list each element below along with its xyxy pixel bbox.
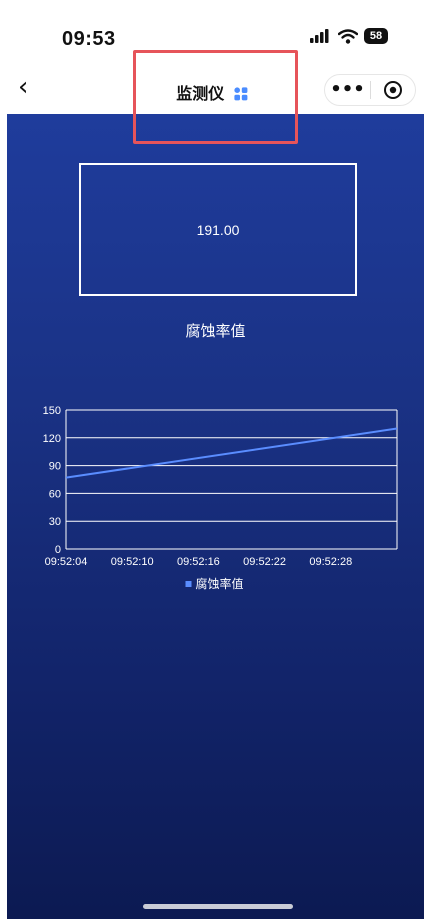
home-indicator bbox=[143, 904, 293, 909]
signal-icon bbox=[310, 29, 329, 43]
y-tick-label: 120 bbox=[43, 433, 61, 445]
chevron-left-icon[interactable]: ‹ bbox=[18, 72, 29, 102]
y-tick-label: 30 bbox=[49, 516, 61, 528]
x-tick-label: 09:52:22 bbox=[243, 556, 286, 568]
reading-value: 191.00 bbox=[196, 221, 240, 238]
reading-box: 191.00 bbox=[79, 163, 357, 296]
wifi-icon bbox=[338, 28, 358, 44]
legend-label: 腐蚀率值 bbox=[196, 576, 244, 591]
series-line bbox=[65, 427, 398, 479]
app-grid-icon bbox=[234, 87, 248, 101]
x-tick-label: 09:52:16 bbox=[177, 556, 220, 568]
monitor-panel: 191.00 腐蚀率值 0 30 60 90 120 150 09:52:04 09:52:1… bbox=[7, 114, 424, 919]
mini-program-capsule: ••• bbox=[324, 74, 416, 106]
status-icons: 58 bbox=[310, 28, 388, 44]
y-tick-label: 150 bbox=[43, 405, 61, 417]
battery-icon: 58 bbox=[364, 28, 388, 44]
corrosion-rate-chart: 0 30 60 90 120 150 09:52:04 09:52:10 09:52:16 09:… bbox=[43, 405, 398, 591]
y-tick-label: 0 bbox=[55, 544, 61, 556]
nav-bar: ‹ 监测仪 ••• bbox=[0, 62, 424, 114]
more-icon[interactable]: ••• bbox=[330, 79, 365, 100]
legend-swatch bbox=[185, 581, 192, 587]
page-title-text: 监测仪 bbox=[176, 84, 225, 103]
x-tick-label: 09:52:28 bbox=[309, 556, 352, 568]
title-highlight-box bbox=[133, 50, 298, 144]
reading-label: 腐蚀率值 bbox=[185, 322, 246, 340]
capsule-divider bbox=[370, 81, 371, 99]
close-target-icon[interactable] bbox=[371, 80, 415, 100]
y-tick-label: 90 bbox=[49, 461, 61, 473]
page-title: 监测仪 bbox=[0, 80, 424, 104]
x-tick-label: 09:52:10 bbox=[111, 556, 154, 568]
x-tick-label: 09:52:04 bbox=[45, 556, 88, 568]
status-time: 09:53 bbox=[62, 28, 116, 50]
y-tick-label: 60 bbox=[49, 488, 61, 500]
